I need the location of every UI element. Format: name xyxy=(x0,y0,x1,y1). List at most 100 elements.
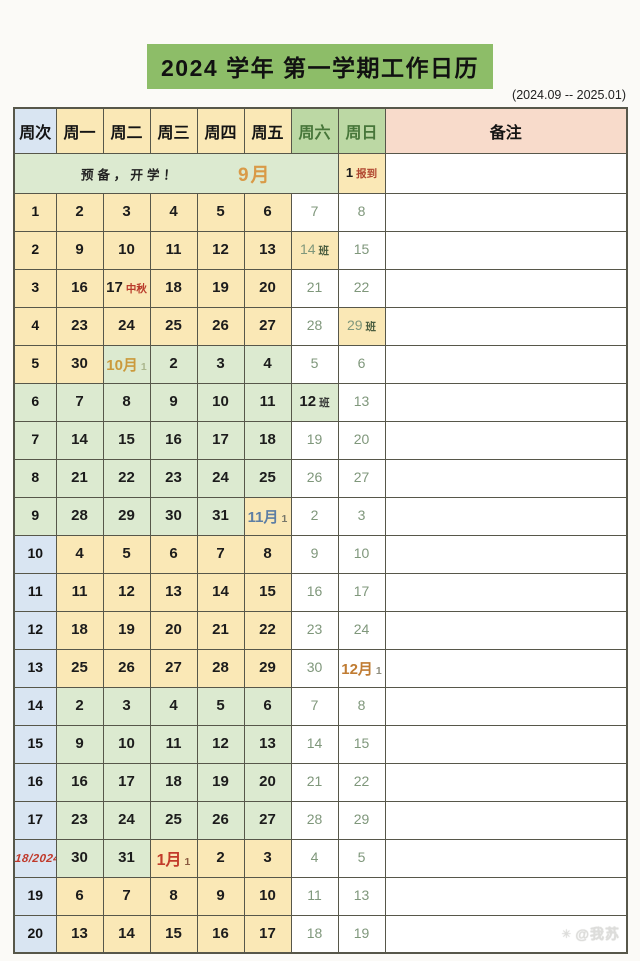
day-number: 2 xyxy=(310,507,319,523)
day-tag: 1 xyxy=(375,664,382,677)
day-cell: 14 xyxy=(102,914,151,954)
week-number-cell: 6 xyxy=(13,382,57,422)
day-cell: 8 xyxy=(243,534,292,574)
day-tag: 中秋 xyxy=(125,283,147,295)
header-tue: 周二 xyxy=(102,107,151,154)
day-number: 25 xyxy=(165,811,182,828)
day-number: 10 xyxy=(212,393,229,410)
day-cell: 28 xyxy=(196,648,245,688)
week-number: 17 xyxy=(27,811,44,827)
day-cell: 23 xyxy=(149,458,198,498)
day-number: 26 xyxy=(212,317,229,334)
day-cell: 4 xyxy=(243,344,292,384)
day-cell: 21 xyxy=(290,762,339,802)
day-number: 29 xyxy=(118,507,135,524)
day-cell: 22 xyxy=(337,268,386,308)
page-title: 2024 学年 第一学期工作日历 xyxy=(147,44,493,89)
day-cell: 7 xyxy=(196,534,245,574)
week-number: 12 xyxy=(27,621,44,637)
day-number: 22 xyxy=(259,621,276,638)
week-number: 9 xyxy=(31,507,40,523)
week-row: 13 25 26 27 28 29 30 12月 1 xyxy=(13,648,628,688)
week-row: 17 23 24 25 26 27 28 29 xyxy=(13,800,628,840)
day-cell: 15 xyxy=(102,420,151,460)
day-number: 18 xyxy=(165,773,182,790)
day-cell: 24 xyxy=(196,458,245,498)
day-cell: 4 xyxy=(149,686,198,726)
day-number: 20 xyxy=(259,773,276,790)
week-row: 15 9 10 11 12 13 14 15 xyxy=(13,724,628,764)
day-number: 17 xyxy=(259,924,276,942)
day-number: 18 xyxy=(165,279,182,296)
day-number: 18 xyxy=(306,924,323,941)
week-number-cell: 14 xyxy=(13,686,57,726)
day-number: 7 xyxy=(310,697,319,713)
day-cell: 14 xyxy=(55,420,104,460)
day-number: 18 xyxy=(71,621,88,638)
day-cell: 24 xyxy=(102,306,151,346)
day-number: 9 xyxy=(216,887,225,904)
day-cell: 30 xyxy=(55,344,104,384)
day-cell: 29 xyxy=(102,496,151,536)
remark-cell xyxy=(384,344,628,384)
day-cell: 15 xyxy=(243,572,292,612)
day-cell: 22 xyxy=(102,458,151,498)
remark-cell xyxy=(384,420,628,460)
day-cell: 11 xyxy=(243,382,292,422)
paw-icon: ✳ xyxy=(561,927,573,941)
day-cell: 4 xyxy=(55,534,104,574)
day-cell: 13 xyxy=(243,230,292,270)
day-number: 12月 xyxy=(341,660,373,678)
day-cell: 3 xyxy=(196,344,245,384)
day-number: 30 xyxy=(71,355,88,372)
day-number: 13 xyxy=(353,887,370,903)
day-number: 29 xyxy=(353,811,370,827)
day-number: 13 xyxy=(71,924,88,942)
day-cell: 14 班 xyxy=(290,230,339,270)
week-number-cell: 10 xyxy=(13,534,57,574)
day-cell: 10 xyxy=(243,876,292,916)
day-cell: 29 班 xyxy=(337,306,386,346)
day-number: 3 xyxy=(263,849,272,866)
remark-cell xyxy=(384,762,628,802)
week-number-cell: 11 xyxy=(13,572,57,612)
day-cell: 8 xyxy=(102,382,151,422)
day-cell: 7 xyxy=(102,876,151,916)
day-number: 13 xyxy=(259,241,276,258)
day-number: 22 xyxy=(118,469,135,486)
remark-cell xyxy=(384,496,628,536)
day-number: 26 xyxy=(306,469,323,485)
day-number: 4 xyxy=(310,849,319,865)
remark-cell xyxy=(384,382,628,422)
day-number: 3 xyxy=(122,697,131,714)
day-cell: 19 xyxy=(102,610,151,650)
day-number: 3 xyxy=(122,203,131,220)
week-number-cell: 12 xyxy=(13,610,57,650)
header-sun: 周日 xyxy=(337,107,386,154)
day-cell: 11 xyxy=(149,230,198,270)
remark-cell xyxy=(384,610,628,650)
week-number-cell: 5 xyxy=(13,344,57,384)
day-cell: 14 xyxy=(196,572,245,612)
day-cell: 6 xyxy=(55,876,104,916)
day-number: 13 xyxy=(165,583,182,600)
day-number: 24 xyxy=(118,317,135,334)
day-cell: 12 xyxy=(102,572,151,612)
day-number: 12 xyxy=(212,241,229,258)
day-cell: 19 xyxy=(290,420,339,460)
week-number: 11 xyxy=(27,583,43,599)
day-number: 11 xyxy=(71,583,88,600)
day-cell: 14 xyxy=(290,724,339,764)
day-number: 29 xyxy=(259,659,276,676)
day-cell: 21 xyxy=(55,458,104,498)
day-number: 9 xyxy=(310,545,319,561)
day-cell: 15 xyxy=(337,230,386,270)
month-label-september: 9月 xyxy=(237,164,272,186)
day-number: 8 xyxy=(357,697,366,713)
day-number: 16 xyxy=(212,924,229,942)
day-number: 11月 xyxy=(247,508,279,526)
day-number: 23 xyxy=(71,317,88,334)
day-number: 4 xyxy=(169,697,178,714)
week-number-cell: 2 xyxy=(13,230,57,270)
week-number: 8 xyxy=(31,469,40,485)
